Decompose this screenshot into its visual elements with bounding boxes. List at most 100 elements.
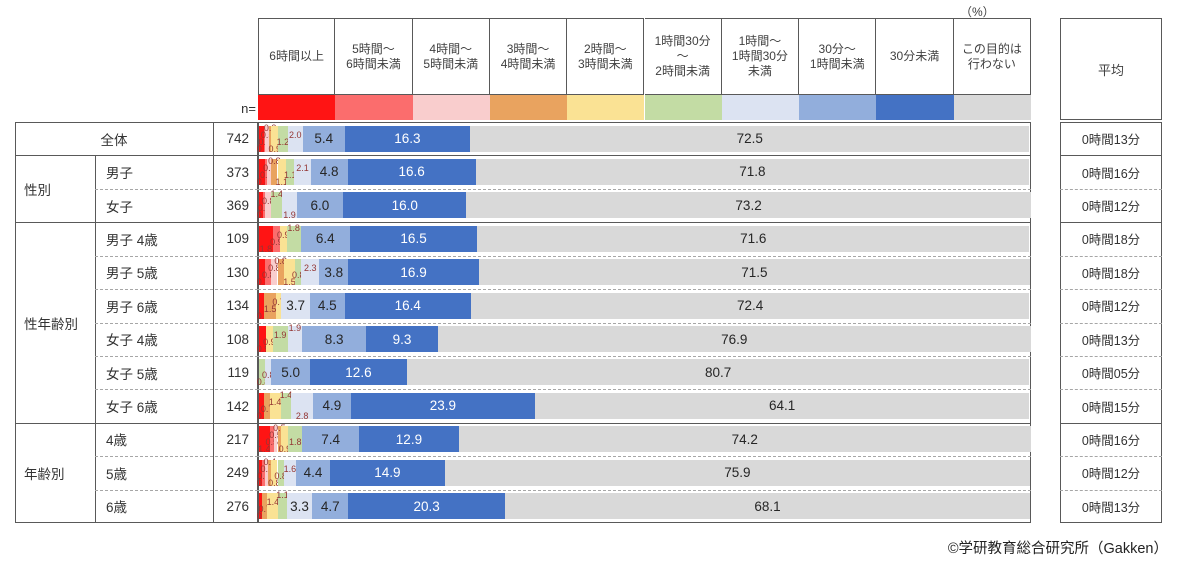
row-label: 全体 (100, 132, 128, 148)
bar-segment-label: 0.5 (269, 430, 282, 441)
average-value: 0時間13分 (1081, 500, 1141, 515)
legend-swatch (953, 95, 1031, 120)
row-group-label: 年齢別 (24, 466, 65, 482)
bar-segment-label: 64.1 (768, 398, 796, 414)
bar-segment (283, 459, 296, 486)
legend-swatch (412, 95, 490, 120)
bar-segment-label: 6.4 (315, 231, 335, 247)
bar-segment (302, 426, 360, 453)
bar-segment (277, 259, 284, 286)
bar-segment-label: 75.9 (724, 465, 751, 481)
row-label: 男子 (106, 166, 133, 182)
bar-segment-label: 16.4 (394, 298, 421, 314)
bar-segment-label: 12.6 (345, 364, 372, 380)
bar-segment (271, 125, 279, 152)
bar-segment (287, 125, 303, 152)
bar-segment-label: 9.3 (392, 331, 412, 347)
bar-segment (279, 225, 287, 252)
bar-segment-label: 0.8 (256, 277, 270, 288)
row-n-value: 119 (227, 365, 249, 381)
bar-segment (268, 459, 272, 486)
bar-row: 1.4 0.5 0.5 0.5 0.9 1.8 7.4 12.9 74.2 (258, 423, 1031, 455)
bar-segment (271, 459, 278, 486)
bar-segment-label: 1.9 (288, 323, 302, 334)
bar-segment-label: 0.5 (273, 423, 286, 434)
bar-segment-label: 4.9 (322, 398, 342, 414)
bar-segment (296, 459, 330, 486)
group-separator (1060, 155, 1162, 157)
row-n-value: 217 (226, 431, 249, 447)
group-separator (1060, 422, 1162, 424)
bar-segment-label: 1.8 (259, 243, 273, 254)
bar-segment (301, 259, 320, 286)
bar-segment (277, 459, 284, 486)
bar-segment (262, 493, 268, 520)
row-label: 4歳 (106, 433, 128, 449)
row-separator (1060, 456, 1162, 458)
bar-segment-label: 0.5 (260, 129, 274, 140)
group-separator (15, 222, 258, 224)
bar-segment (273, 426, 278, 453)
bar-segment (288, 426, 303, 453)
row-n-value: 109 (226, 231, 249, 247)
average-value: 0時間18分 (1081, 233, 1141, 248)
bar-segment (359, 426, 459, 453)
bar-segment (277, 426, 282, 453)
group-separator (15, 422, 258, 424)
group-separator (15, 155, 258, 157)
bar-segment-label: 0.8 (274, 470, 287, 481)
row-separator (95, 322, 258, 324)
bar-segment (259, 192, 263, 219)
bar-segment-label: 0.9 (256, 344, 270, 355)
bar-segment-label: 0.7 (256, 143, 270, 154)
group-separator (1060, 222, 1162, 224)
legend-cell: 30分未満 (876, 18, 954, 95)
bar-segment-label: 12.9 (395, 431, 423, 447)
bar-segment (309, 292, 345, 319)
bar-segment-label: 1.8 (287, 222, 300, 233)
bar-segment (294, 158, 311, 185)
bar-segment-label: 0.9 (263, 337, 276, 348)
bar-segment-label: 1.5 (283, 277, 296, 288)
bar-segment (259, 158, 266, 185)
bar-segment-label: 0.9 (278, 444, 292, 455)
bar-segment-label: 0.8 (274, 256, 287, 267)
bar-segment-label: 0.8 (256, 176, 270, 187)
bar-segment-label: 4.8 (319, 164, 339, 180)
bar-segment (278, 125, 288, 152)
average-value: 0時間12分 (1081, 300, 1141, 315)
row-separator (258, 389, 1031, 391)
bar-segment-label: 0.5 (265, 437, 278, 448)
bar-segment (271, 259, 278, 286)
bar-segment (265, 359, 272, 386)
bar-segment-label: 14.9 (374, 465, 401, 481)
bar-segment (269, 426, 274, 453)
legend-swatch (567, 95, 645, 120)
average-value: 0時間13分 (1081, 333, 1141, 348)
bar-segment-label: 74.2 (731, 431, 758, 447)
bar-segment-label: 0.3 (260, 169, 273, 180)
bar-segment-label: 0.9 (277, 229, 290, 240)
bar-segment (504, 493, 1030, 520)
group-separator (258, 155, 1031, 157)
bar-segment-label: 0.8 (292, 270, 305, 281)
bar-segment (280, 392, 292, 419)
row-n-value: 276 (226, 498, 249, 514)
bar-segment (265, 459, 269, 486)
bar-segment (259, 493, 263, 520)
bar-segment (312, 392, 351, 419)
row-n-value: 108 (226, 331, 249, 347)
bar-segment-label: 2.0 (288, 129, 302, 140)
bar-segment (259, 326, 266, 353)
bar-segment-label: 5.0 (281, 364, 300, 380)
row-separator (95, 389, 258, 391)
bar-segment-label: 0.9 (270, 236, 283, 247)
bar-segment (262, 459, 266, 486)
row-separator (258, 289, 1031, 291)
legend-swatch (335, 95, 413, 120)
row-n-value: 134 (226, 298, 249, 314)
row-separator (95, 489, 258, 491)
bar-segment (278, 493, 287, 520)
legend-cell: 5時間〜 6時間未満 (335, 18, 413, 95)
bar-row: 0.8 0.8 0.8 0.8 1.5 0.8 2.3 3.8 16.9 71.5 (256, 256, 1030, 288)
